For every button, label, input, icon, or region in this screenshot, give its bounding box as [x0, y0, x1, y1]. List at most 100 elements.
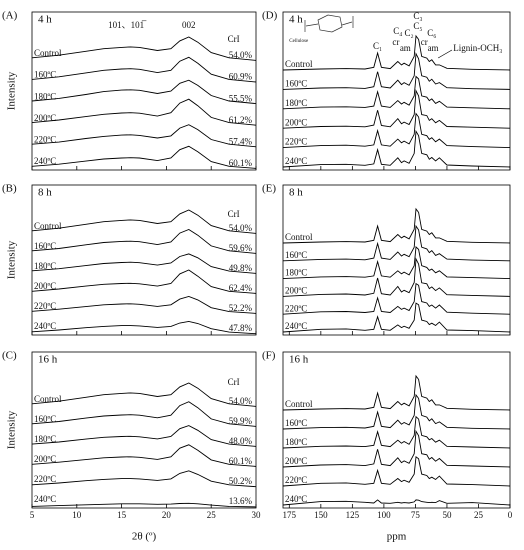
- x-tick-label: 5: [30, 510, 35, 520]
- x-tick-label: 100: [377, 510, 391, 520]
- crystallinity-label: 49.8%: [229, 263, 253, 273]
- annotation: CrI: [228, 34, 240, 44]
- panel-subtitle: 16 h: [38, 354, 58, 366]
- series-label: 160ºC: [285, 418, 307, 428]
- spectrum-line: [31, 98, 257, 126]
- series-label: 240ºC: [285, 156, 307, 166]
- series-label: 240ºC: [34, 321, 56, 331]
- spectrum-line: [282, 429, 511, 468]
- crystallinity-label: 54.0%: [229, 50, 253, 60]
- crystallinity-label: 60.1%: [229, 158, 253, 168]
- series-label: 200ºC: [34, 281, 56, 291]
- y-axis-label: Intensity: [6, 240, 18, 279]
- x-tick-label: 0: [508, 510, 513, 520]
- annotation: CrI: [228, 377, 240, 387]
- panel-label: (A): [2, 10, 18, 22]
- spectrum-line: [31, 382, 257, 407]
- spectrum-line: [282, 224, 511, 262]
- spectrum-line: [31, 296, 257, 314]
- series-label: 160ºC: [34, 241, 56, 251]
- spectrum-line: [282, 52, 511, 90]
- annotation: CrI: [228, 209, 240, 219]
- crystallinity-label: 48.0%: [229, 436, 253, 446]
- spectrum-line: [282, 393, 511, 430]
- series-label: 180ºC: [34, 261, 56, 271]
- plot-frame: [31, 351, 257, 509]
- series-label: 240ºC: [285, 494, 307, 504]
- x-axis-label: 2θ (º): [132, 531, 157, 543]
- series-label: 200ºC: [285, 456, 307, 466]
- plot-frame: [282, 184, 511, 336]
- spectrum-line: [282, 129, 511, 168]
- annotation: C₃: [413, 11, 422, 21]
- panel-label: (B): [2, 183, 17, 195]
- series-label: 200ºC: [34, 454, 56, 464]
- series-label: 160ºC: [285, 78, 307, 88]
- x-tick-label: 10: [72, 510, 82, 520]
- series-label: 160ºC: [34, 414, 56, 424]
- panel-label: (C): [2, 350, 17, 362]
- x-tick-label: 125: [346, 510, 360, 520]
- annotation: Cellulose: [289, 39, 309, 44]
- series-label: Control: [285, 399, 313, 409]
- spectrum-line: [31, 124, 257, 148]
- y-axis-label: Intensity: [6, 71, 18, 110]
- annotation: C₄: [393, 26, 402, 36]
- plot-frame: [282, 11, 511, 171]
- x-tick-label: 75: [411, 510, 421, 520]
- series-label: 220ºC: [34, 134, 56, 144]
- spectrum-line: [31, 56, 257, 83]
- x-tick-label: 30: [252, 510, 262, 520]
- spectrum-line: [31, 228, 257, 254]
- panel-subtitle: 8 h: [38, 187, 52, 199]
- spectrum-line: [282, 75, 511, 110]
- crystallinity-label: 57.4%: [229, 136, 253, 146]
- x-tick-label: 50: [442, 510, 452, 520]
- crystallinity-label: 61.2%: [229, 115, 253, 125]
- spectrum-line: [31, 401, 257, 427]
- cellulose-structure: [304, 14, 354, 33]
- series-label: Control: [34, 394, 62, 404]
- crystallinity-label: 52.2%: [229, 303, 253, 313]
- crystallinity-label: 54.0%: [229, 223, 253, 233]
- spectrum-line: [31, 269, 257, 294]
- spectrum-line: [31, 145, 257, 169]
- crystallinity-label: 54.0%: [229, 396, 253, 406]
- annotation: am: [428, 43, 439, 53]
- y-axis-label: Intensity: [6, 410, 18, 449]
- crystallinity-label: 62.4%: [229, 283, 253, 293]
- crystallinity-label: 60.1%: [229, 456, 253, 466]
- panel-label: (F): [262, 350, 276, 362]
- spectrum-line: [282, 89, 511, 129]
- annotation: am: [400, 43, 411, 53]
- series-label: 160ºC: [34, 70, 56, 80]
- spectrum-line: [31, 425, 257, 447]
- spectrum-line: [282, 455, 511, 487]
- x-tick-label: 20: [162, 510, 172, 520]
- spectrum-line: [282, 207, 511, 244]
- annotation-arrow: [437, 49, 453, 59]
- panel-subtitle: 4 h: [38, 14, 52, 26]
- series-label: Control: [285, 232, 313, 242]
- spectrum-line: [31, 209, 257, 234]
- spectrum-line: [282, 374, 511, 411]
- panel-subtitle: 8 h: [289, 187, 303, 199]
- x-axis-label: ppm: [387, 531, 407, 543]
- series-label: 240ºC: [34, 494, 56, 504]
- spectrum-line: [282, 282, 511, 315]
- annotation: C₆: [427, 28, 436, 38]
- crystallinity-label: 60.9%: [229, 72, 253, 82]
- annotation: cr: [392, 37, 399, 47]
- spectrum-line: [31, 79, 257, 105]
- spectrum-line: [282, 112, 511, 149]
- series-label: 200ºC: [285, 117, 307, 127]
- series-label: 240ºC: [285, 321, 307, 331]
- series-label: 180ºC: [285, 437, 307, 447]
- spectrum-line: [282, 34, 511, 71]
- annotation: C₁: [373, 41, 382, 51]
- annotation: Lignin-OCH₃: [453, 43, 502, 53]
- annotation: C₅: [413, 21, 422, 31]
- series-label: 180ºC: [285, 98, 307, 108]
- annotation: 002: [182, 20, 196, 30]
- plot-frame: [282, 351, 511, 509]
